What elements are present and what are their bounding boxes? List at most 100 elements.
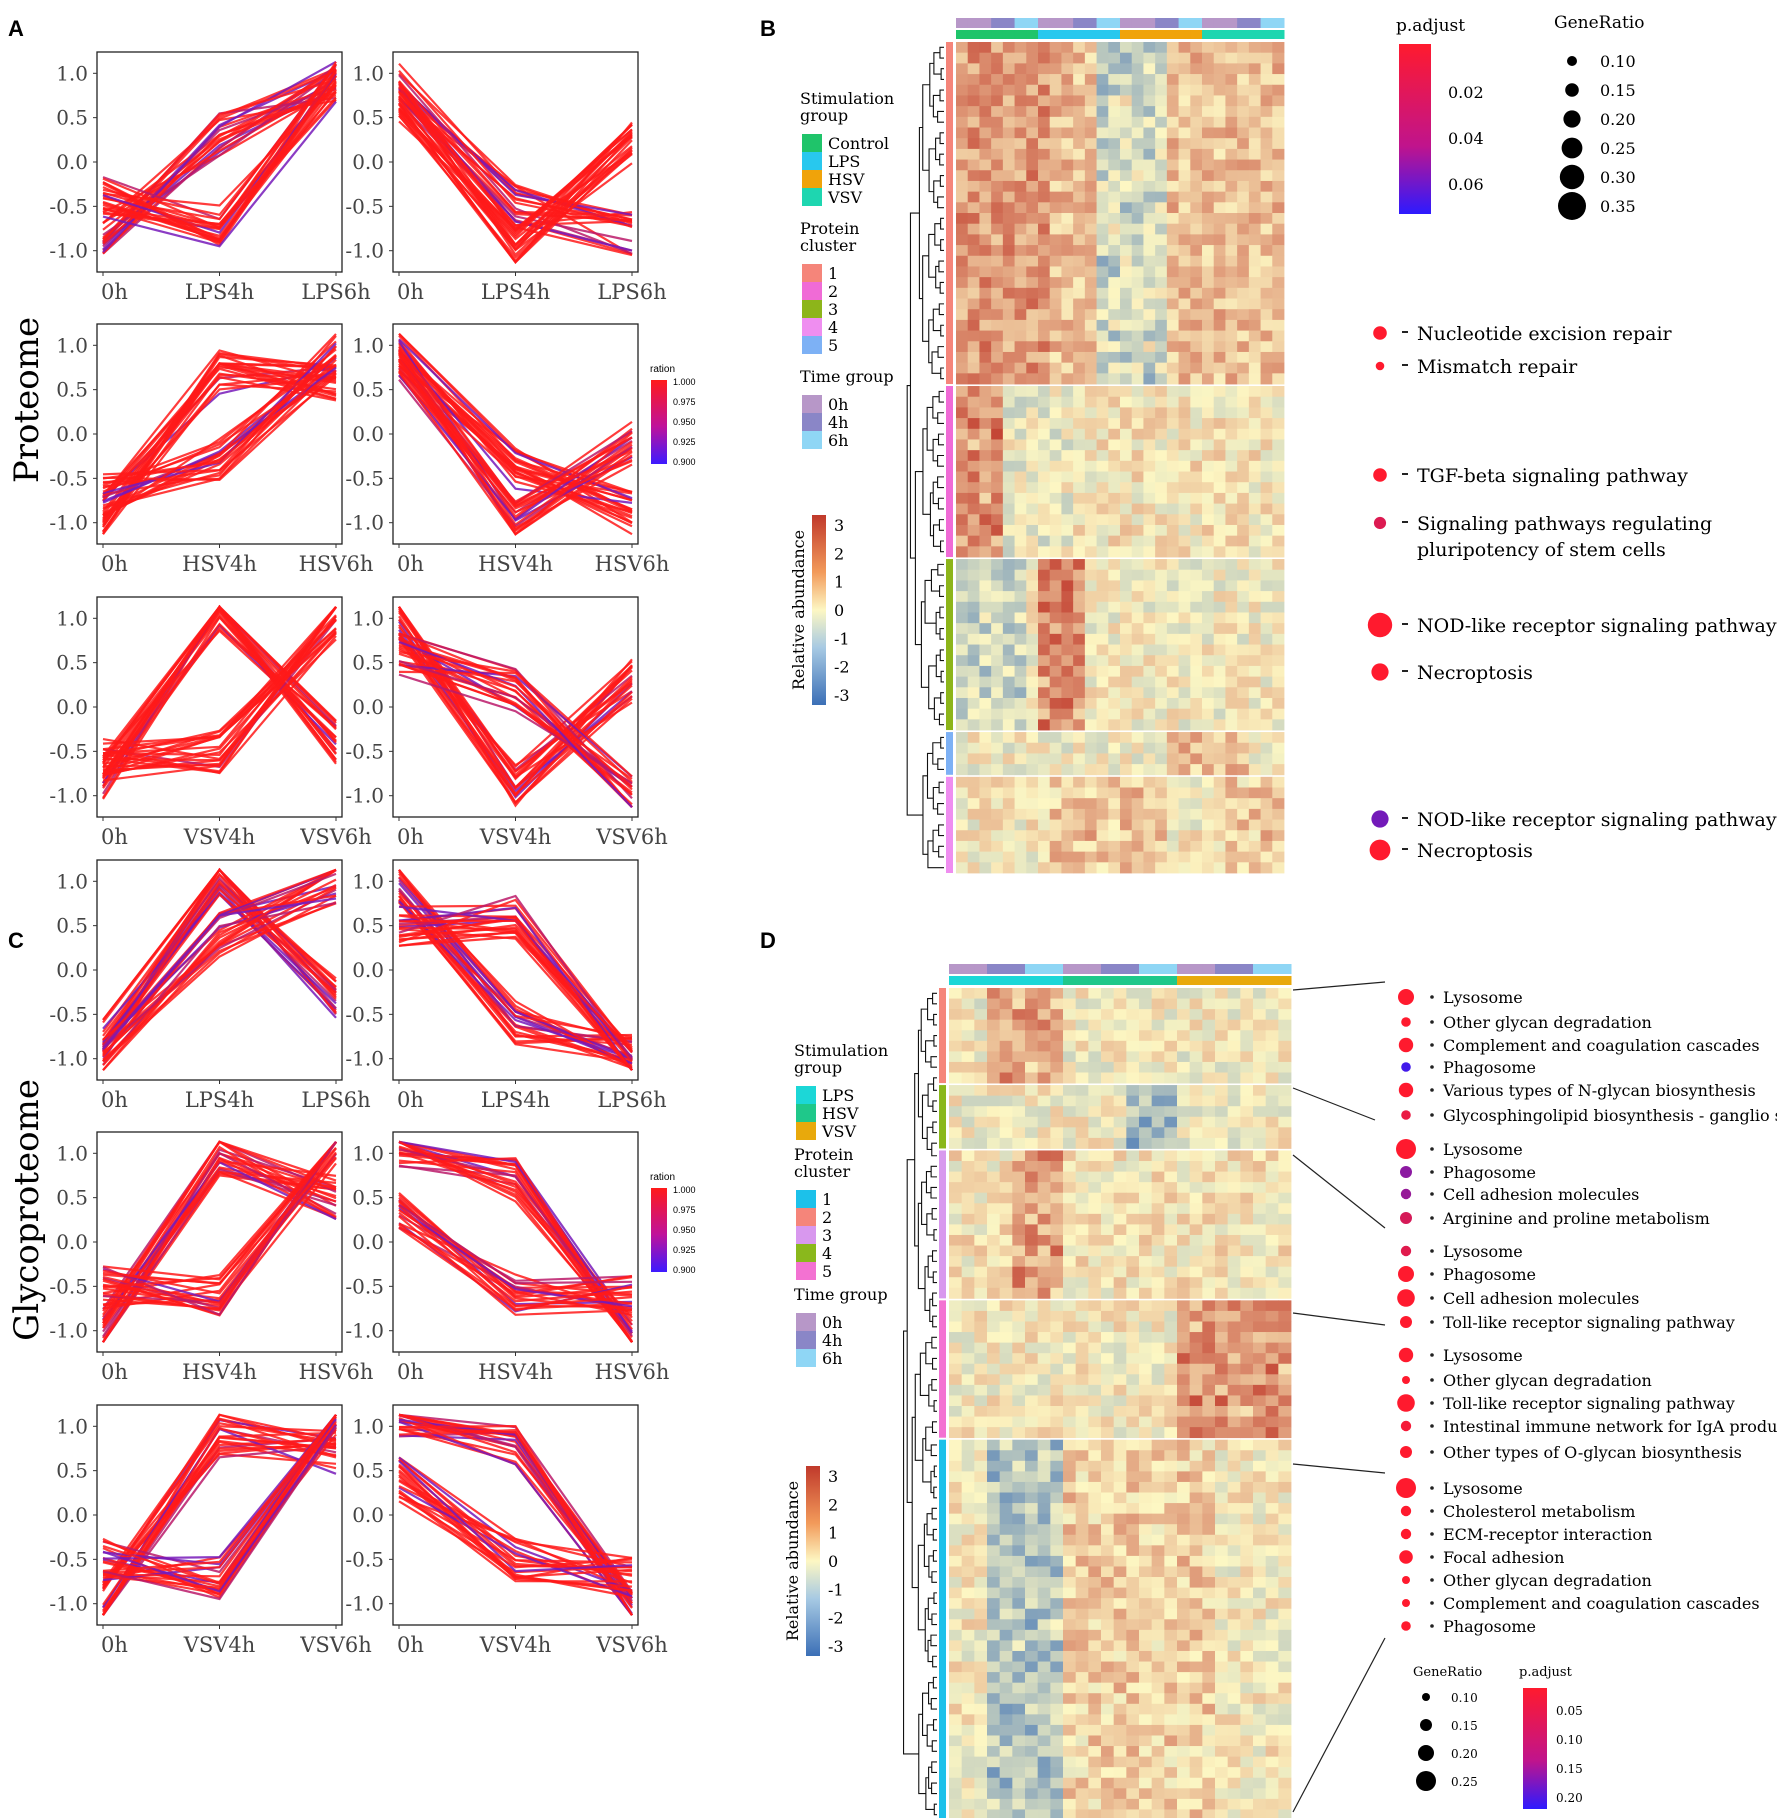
heatmap-cell bbox=[1120, 819, 1133, 831]
heatmap-cell bbox=[967, 787, 980, 799]
heatmap-cell bbox=[987, 1234, 1001, 1246]
heatmap-cell bbox=[1108, 851, 1121, 863]
heatmap-cell bbox=[1108, 202, 1121, 214]
heatmap-cell bbox=[1050, 1182, 1064, 1194]
heatmap-cell bbox=[1061, 191, 1074, 203]
heatmap-cell bbox=[1164, 1203, 1178, 1215]
heatmap-cell bbox=[1248, 428, 1261, 440]
heatmap-cell bbox=[1189, 1030, 1203, 1042]
heatmap-cell bbox=[1073, 535, 1086, 547]
heatmap-cell bbox=[1177, 1106, 1191, 1118]
heatmap-cell bbox=[1120, 428, 1133, 440]
heatmap-cell bbox=[1037, 1608, 1051, 1620]
heatmap-cell bbox=[1101, 1363, 1115, 1375]
y-tick-label: -0.5 bbox=[49, 1002, 88, 1026]
heatmap-cell bbox=[1131, 612, 1144, 624]
heatmap-cell bbox=[991, 396, 1004, 408]
heatmap-cell bbox=[1131, 396, 1144, 408]
heatmap-cell bbox=[1213, 665, 1226, 678]
heatmap-cell bbox=[1049, 351, 1062, 364]
heatmap-cell bbox=[1002, 580, 1015, 592]
heatmap-cell bbox=[1202, 1703, 1216, 1715]
heatmap-cell bbox=[1278, 1332, 1292, 1344]
heatmap-cell bbox=[1084, 428, 1097, 440]
heatmap-cell bbox=[1049, 623, 1062, 635]
heatmap-cell bbox=[1178, 245, 1191, 257]
heatmap-cell bbox=[1189, 1353, 1203, 1365]
heatmap-cell bbox=[1002, 213, 1015, 225]
heatmap-cell bbox=[1240, 1116, 1254, 1128]
heatmap-cell bbox=[1084, 106, 1097, 118]
heatmap-cell bbox=[1227, 1363, 1241, 1375]
heatmap-cell bbox=[1108, 840, 1121, 853]
heatmap-cell bbox=[1178, 612, 1191, 624]
heatmap-cell bbox=[956, 840, 969, 853]
heatmap-cell bbox=[1143, 428, 1156, 440]
heatmap-cell bbox=[999, 1342, 1013, 1354]
heatmap-cell bbox=[1084, 787, 1097, 799]
heatmap-cell bbox=[1038, 787, 1051, 799]
heatmap-cell bbox=[1088, 1009, 1102, 1021]
heatmap-cell bbox=[1215, 1203, 1229, 1215]
heatmap-cell bbox=[1037, 1009, 1051, 1021]
heatmap-cell bbox=[1260, 84, 1273, 96]
series-line-down-trend bbox=[398, 62, 633, 221]
legend-colorbar bbox=[651, 1188, 667, 1272]
heatmap-cell bbox=[1101, 1629, 1115, 1641]
heatmap-cell bbox=[1225, 362, 1238, 374]
heatmap-cell bbox=[1227, 1171, 1241, 1183]
heatmap-cell bbox=[1026, 580, 1039, 592]
heatmap-cell bbox=[1237, 535, 1250, 547]
dendrogram-branch bbox=[924, 579, 937, 624]
heatmap-cell bbox=[1272, 373, 1285, 385]
heatmap-cell bbox=[1061, 84, 1074, 96]
heatmap-cell bbox=[974, 998, 988, 1010]
heatmap-cell bbox=[1012, 1192, 1026, 1204]
heatmap-cell bbox=[949, 1040, 963, 1052]
heatmap-cell bbox=[1108, 138, 1121, 150]
heatmap-cell bbox=[974, 1661, 988, 1673]
heatmap-cell bbox=[1026, 428, 1039, 440]
heatmap-cell bbox=[1126, 1192, 1140, 1204]
y-tick-label: -0.5 bbox=[49, 739, 88, 763]
heatmap-cell bbox=[991, 655, 1004, 667]
heatmap-cell bbox=[1260, 52, 1273, 64]
heatmap-cell bbox=[1139, 1450, 1153, 1462]
heatmap-cell bbox=[1237, 460, 1250, 472]
heatmap-cell bbox=[1248, 407, 1261, 419]
heatmap-cell bbox=[1126, 1555, 1140, 1567]
dendrogram-branch bbox=[935, 265, 941, 289]
dendrogram-branch bbox=[906, 384, 923, 816]
facet-frame bbox=[96, 323, 343, 545]
heatmap-cell bbox=[1177, 1127, 1191, 1139]
heatmap-cell bbox=[1026, 234, 1039, 246]
heatmap-cell bbox=[1177, 1450, 1191, 1462]
heatmap-cell bbox=[1139, 1384, 1153, 1396]
heatmap-cell bbox=[1075, 1534, 1089, 1546]
heatmap-cell bbox=[1113, 1095, 1127, 1107]
time-group-bar bbox=[1139, 964, 1153, 974]
heatmap-cell bbox=[1101, 1182, 1115, 1194]
heatmap-cell bbox=[1215, 1171, 1229, 1183]
heatmap-cell bbox=[1164, 1234, 1178, 1246]
heatmap-cell bbox=[1143, 287, 1156, 299]
heatmap-cell bbox=[1088, 1171, 1102, 1183]
heatmap-cell bbox=[999, 1545, 1013, 1557]
heatmap-cell bbox=[1237, 851, 1250, 863]
time-group-bar bbox=[999, 964, 1013, 974]
heatmap-cell bbox=[1164, 1427, 1178, 1439]
heatmap-cell bbox=[1278, 1374, 1292, 1386]
heatmap-cell bbox=[1178, 309, 1191, 321]
heatmap-cell bbox=[1248, 697, 1261, 710]
heatmap-cell bbox=[967, 213, 980, 225]
heatmap-cell bbox=[956, 808, 969, 820]
heatmap-cell bbox=[1026, 116, 1039, 128]
heatmap-cell bbox=[1084, 830, 1097, 842]
series-line-recover-trend bbox=[398, 371, 633, 536]
heatmap-cell bbox=[1084, 591, 1097, 603]
heatmap-cell bbox=[1073, 546, 1086, 558]
heatmap-cell bbox=[1166, 287, 1179, 299]
heatmap-cell bbox=[1101, 1150, 1115, 1162]
heatmap-cell bbox=[999, 1481, 1013, 1493]
heatmap-cell bbox=[1227, 1095, 1241, 1107]
